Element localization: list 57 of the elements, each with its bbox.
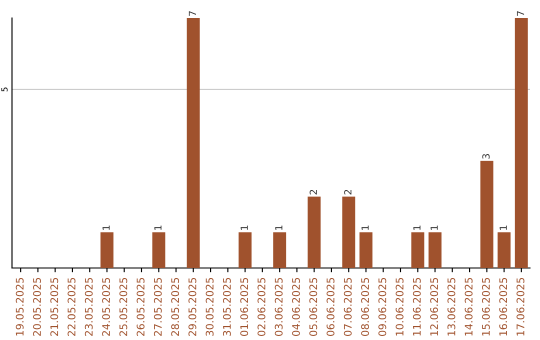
x-tick-label: 29.05.2025 <box>188 278 196 336</box>
x-tick-label: 14.06.2025 <box>464 278 473 336</box>
x-tick-label: 12.06.2025 <box>430 278 438 336</box>
x-tick-label: 22.05.2025 <box>68 278 76 336</box>
data-label: 1 <box>413 226 420 230</box>
bar <box>480 160 494 268</box>
x-tick-label: 28.05.2025 <box>171 278 180 336</box>
x-tick-label: 15.06.2025 <box>482 278 490 336</box>
x-tick-label: 03.06.2025 <box>274 278 283 336</box>
x-tick-label: 19.05.2025 <box>16 278 24 336</box>
x-tick-label: 17.06.2025 <box>516 278 524 336</box>
x-tick-label: 11.06.2025 <box>412 278 421 336</box>
x-tick-label: 30.05.2025 <box>206 278 214 336</box>
bar <box>100 232 114 268</box>
x-tick-label: 21.05.2025 <box>50 278 58 336</box>
x-tick-label: 24.05.2025 <box>102 278 110 336</box>
bar <box>273 232 286 268</box>
bar <box>498 232 511 268</box>
bar <box>308 196 321 268</box>
x-tick-label: 26.05.2025 <box>136 278 145 336</box>
data-label: 2 <box>344 190 352 194</box>
bar <box>514 18 528 268</box>
bar <box>238 232 252 268</box>
x-tick-label: 07.06.2025 <box>344 278 352 336</box>
x-tick-label: 09.06.2025 <box>378 278 386 336</box>
x-tick-label: 16.06.2025 <box>499 278 508 336</box>
x-tick-label: 13.06.2025 <box>447 278 456 336</box>
data-label: 3 <box>482 154 490 159</box>
data-label: 1 <box>500 226 507 230</box>
x-tick-label: 23.05.2025 <box>84 278 93 336</box>
x-tick-label: 01.06.2025 <box>240 278 248 336</box>
data-label: 1 <box>362 226 369 230</box>
data-label: 1 <box>275 226 282 230</box>
data-label: 7 <box>188 11 196 16</box>
x-tick-label: 08.06.2025 <box>361 278 369 336</box>
x-tick-label: 20.05.2025 <box>33 278 41 336</box>
x-tick-label: 04.06.2025 <box>292 278 300 336</box>
x-tick-label: 10.06.2025 <box>396 278 404 336</box>
x-tick-label: 27.05.2025 <box>154 278 162 336</box>
bar <box>152 232 166 268</box>
bar <box>342 196 356 268</box>
bar <box>411 232 424 268</box>
x-tick-label: 02.06.2025 <box>258 278 266 336</box>
data-label: 1 <box>154 226 162 230</box>
x-tick-label: 05.06.2025 <box>309 278 318 336</box>
y-tick-label: 5 <box>1 88 8 92</box>
x-tick-label: 31.05.2025 <box>222 278 231 336</box>
data-label: 7 <box>516 11 524 16</box>
x-tick-label: 06.06.2025 <box>326 278 334 336</box>
x-tick-label: 25.05.2025 <box>119 278 128 336</box>
data-label: 2 <box>310 190 317 194</box>
data-label: 1 <box>430 226 438 230</box>
bar <box>428 232 442 268</box>
bar <box>186 18 200 268</box>
bar <box>359 232 372 268</box>
data-label: 1 <box>102 226 110 230</box>
data-label: 1 <box>240 226 248 230</box>
